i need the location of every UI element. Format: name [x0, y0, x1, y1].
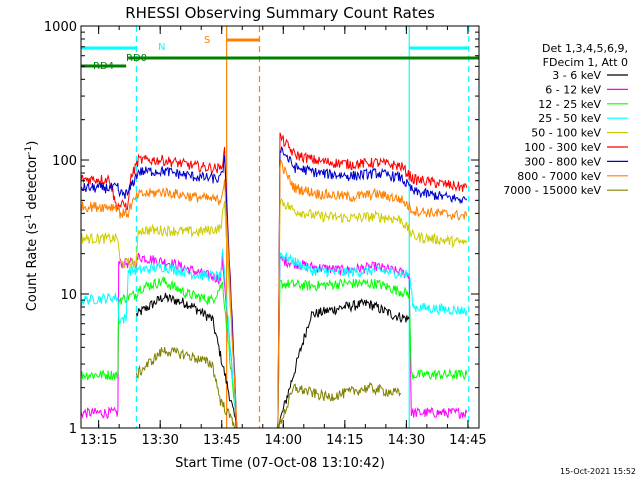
state-bar-label-0: N [158, 42, 165, 53]
y-tick-label-3: 1000 [44, 20, 77, 35]
legend-entry-1: 6 - 12 keV [545, 83, 601, 96]
legend-entry-0: 3 - 6 keV [552, 69, 601, 82]
state-bar-label-2: RD0 [126, 53, 147, 64]
legend-header-0: Det 1,3,4,5,6,9, [542, 42, 628, 55]
x-axis-label: Start Time (07-Oct-08 13:10:42) [175, 456, 385, 471]
x-tick-label-4: 14:15 [326, 433, 363, 448]
series-line-5 [81, 132, 468, 428]
state-bar-label-3: RD4 [93, 61, 114, 72]
x-tick-label-1: 13:30 [141, 433, 178, 448]
y-tick-label-0: 1 [69, 422, 77, 437]
series-line-1 [81, 252, 468, 428]
plot-frame [80, 25, 480, 429]
series-line-7 [81, 160, 468, 428]
legend-entry-8: 7000 - 15000 keV [503, 184, 601, 197]
x-tick-label-6: 14:45 [449, 433, 486, 448]
series-line-6 [81, 145, 468, 428]
legend-entry-3: 25 - 50 keV [538, 112, 601, 125]
legend-entry-7: 800 - 7000 keV [517, 170, 601, 183]
series-line-8 [135, 346, 402, 428]
series-line-0 [135, 292, 410, 428]
legend-entry-4: 50 - 100 keV [531, 127, 601, 140]
y-tick-label-2: 100 [52, 154, 77, 169]
legend-entry-5: 100 - 300 keV [524, 141, 601, 154]
legend-header-1: FDecim 1, Att 0 [543, 56, 628, 69]
legend-entry-6: 300 - 800 keV [524, 155, 601, 168]
x-tick-label-5: 14:30 [388, 433, 425, 448]
chart-title: RHESSI Observing Summary Count Rates [125, 4, 435, 22]
legend: Det 1,3,4,5,6,9,FDecim 1, Att 03 - 6 keV… [503, 42, 628, 197]
series-line-4 [81, 197, 468, 428]
y-axis-label: Count Rate (s-1 detector-1) [24, 141, 40, 312]
series-line-2 [81, 275, 468, 428]
y-tick-label-1: 10 [60, 288, 77, 303]
x-tick-label-0: 13:15 [80, 433, 117, 448]
x-tick-label-2: 13:45 [203, 433, 240, 448]
state-bar-label-1: S [204, 35, 210, 46]
x-tick-label-3: 14:00 [265, 433, 302, 448]
timestamp: 15-Oct-2021 15:52 [560, 467, 636, 476]
legend-entry-2: 12 - 25 keV [538, 98, 601, 111]
series-line-3 [81, 248, 468, 428]
